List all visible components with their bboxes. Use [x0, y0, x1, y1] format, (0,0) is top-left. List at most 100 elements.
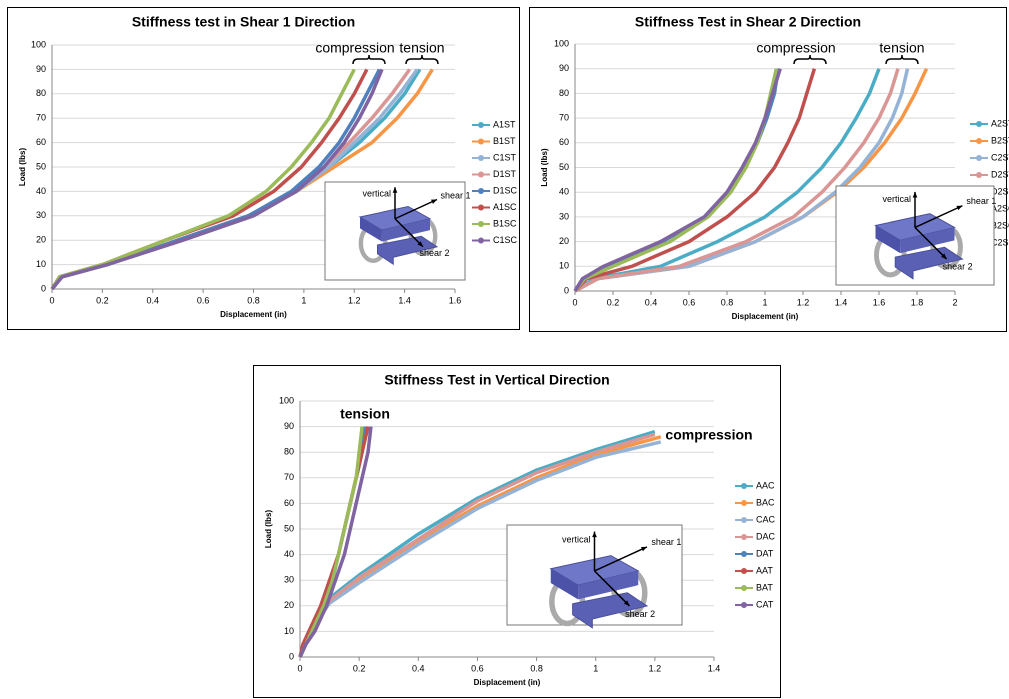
y-tick-label: 100 — [31, 39, 46, 49]
chart-title: Stiffness test in Shear 1 Direction — [132, 14, 355, 30]
y-tick-label: 90 — [36, 64, 46, 74]
legend-label: C1SC — [493, 235, 518, 245]
legend-label: C1ST — [493, 152, 517, 162]
y-tick-label: 20 — [284, 600, 294, 610]
x-tick-label: 1.4 — [398, 295, 411, 305]
x-tick-label: 0.6 — [683, 297, 696, 307]
legend-label: CAC — [756, 514, 776, 524]
y-tick-label: 10 — [559, 261, 569, 271]
legend-marker — [741, 517, 747, 523]
inset-label: shear 2 — [420, 248, 450, 258]
annotation: tension — [399, 40, 444, 56]
legend-marker — [478, 172, 484, 178]
legend-label: B1ST — [493, 136, 516, 146]
y-tick-label: 10 — [284, 626, 294, 636]
inset-label: vertical — [562, 535, 591, 545]
x-tick-label: 0 — [572, 297, 577, 307]
x-tick-label: 1.6 — [873, 297, 886, 307]
legend-marker — [478, 122, 484, 128]
x-tick-label: 0.2 — [607, 297, 620, 307]
x-tick-label: 1.4 — [708, 663, 721, 673]
annotation: compression — [756, 40, 835, 56]
y-tick-label: 10 — [36, 259, 46, 269]
x-tick-label: 1.8 — [911, 297, 924, 307]
legend-marker — [741, 534, 747, 540]
x-tick-label: 1.4 — [835, 297, 848, 307]
x-tick-label: 1 — [593, 663, 598, 673]
annotation: tension — [879, 40, 924, 56]
annotation: compression — [315, 40, 394, 56]
inset-label: shear 1 — [651, 537, 681, 547]
legend-label: AAT — [756, 565, 773, 575]
legend-label: BAT — [756, 582, 773, 592]
y-tick-label: 40 — [559, 187, 569, 197]
x-tick-label: 0.4 — [146, 295, 159, 305]
y-tick-label: 50 — [284, 523, 294, 533]
x-tick-label: 1.2 — [797, 297, 810, 307]
y-tick-label: 100 — [279, 395, 294, 405]
chart-title: Stiffness Test in Vertical Direction — [384, 372, 609, 388]
y-tick-label: 100 — [554, 38, 569, 48]
legend-marker — [976, 172, 982, 178]
x-tick-label: 0.2 — [96, 295, 109, 305]
y-tick-label: 80 — [284, 447, 294, 457]
y-tick-label: 60 — [284, 498, 294, 508]
x-tick-label: 0.2 — [353, 663, 366, 673]
legend-label: A2ST — [991, 118, 1009, 128]
legend-marker — [478, 238, 484, 244]
legend-marker — [478, 155, 484, 161]
y-tick-label: 70 — [559, 112, 569, 122]
y-tick-label: 90 — [559, 63, 569, 73]
legend-marker — [976, 121, 982, 127]
y-tick-label: 50 — [36, 161, 46, 171]
inset-label: shear 2 — [943, 261, 973, 271]
legend-marker — [741, 585, 747, 591]
x-tick-label: 0.6 — [471, 663, 484, 673]
x-tick-label: 0.4 — [412, 663, 425, 673]
y-tick-label: 80 — [36, 88, 46, 98]
legend-label: BAC — [756, 497, 775, 507]
inset-label: vertical — [882, 194, 911, 204]
x-tick-label: 1.2 — [649, 663, 662, 673]
x-tick-label: 1.2 — [348, 295, 361, 305]
page: Stiffness test in Shear 1 Direction01020… — [0, 0, 1009, 699]
x-axis-label: Displacement (in) — [474, 678, 541, 687]
y-tick-label: 0 — [289, 651, 294, 661]
legend-marker — [976, 138, 982, 144]
x-tick-label: 0.4 — [645, 297, 658, 307]
annotation: compression — [665, 427, 752, 443]
chart-title: Stiffness Test in Shear 2 Direction — [635, 14, 861, 30]
y-tick-label: 40 — [36, 186, 46, 196]
x-tick-label: 0.8 — [530, 663, 543, 673]
y-tick-label: 40 — [284, 549, 294, 559]
x-tick-label: 1 — [301, 295, 306, 305]
legend-label: D1SC — [493, 185, 518, 195]
y-tick-label: 70 — [284, 472, 294, 482]
legend-label: A1ST — [493, 119, 516, 129]
x-tick-label: 2 — [952, 297, 957, 307]
legend-label: AAC — [756, 480, 775, 490]
x-axis-label: Displacement (in) — [220, 310, 287, 319]
y-axis-label: Load (lbs) — [18, 148, 27, 187]
inset-label: shear 2 — [625, 609, 655, 619]
legend-marker — [976, 155, 982, 161]
y-tick-label: 50 — [559, 162, 569, 172]
legend-marker — [478, 205, 484, 211]
x-tick-label: 0 — [297, 663, 302, 673]
legend-marker — [741, 551, 747, 557]
inset-label: shear 1 — [441, 190, 471, 200]
y-tick-label: 90 — [284, 421, 294, 431]
y-tick-label: 30 — [559, 211, 569, 221]
legend-marker — [478, 221, 484, 227]
legend-label: CAT — [756, 599, 774, 609]
x-tick-label: 1 — [762, 297, 767, 307]
legend-label: B2ST — [991, 135, 1009, 145]
y-tick-label: 30 — [284, 575, 294, 585]
y-tick-label: 30 — [36, 210, 46, 220]
x-tick-label: 0.8 — [247, 295, 260, 305]
panel — [8, 8, 520, 330]
legend-label: D1ST — [493, 169, 517, 179]
inset-label: shear 1 — [966, 196, 996, 206]
y-tick-label: 0 — [41, 283, 46, 293]
y-axis-label: Load (lbs) — [264, 510, 273, 549]
